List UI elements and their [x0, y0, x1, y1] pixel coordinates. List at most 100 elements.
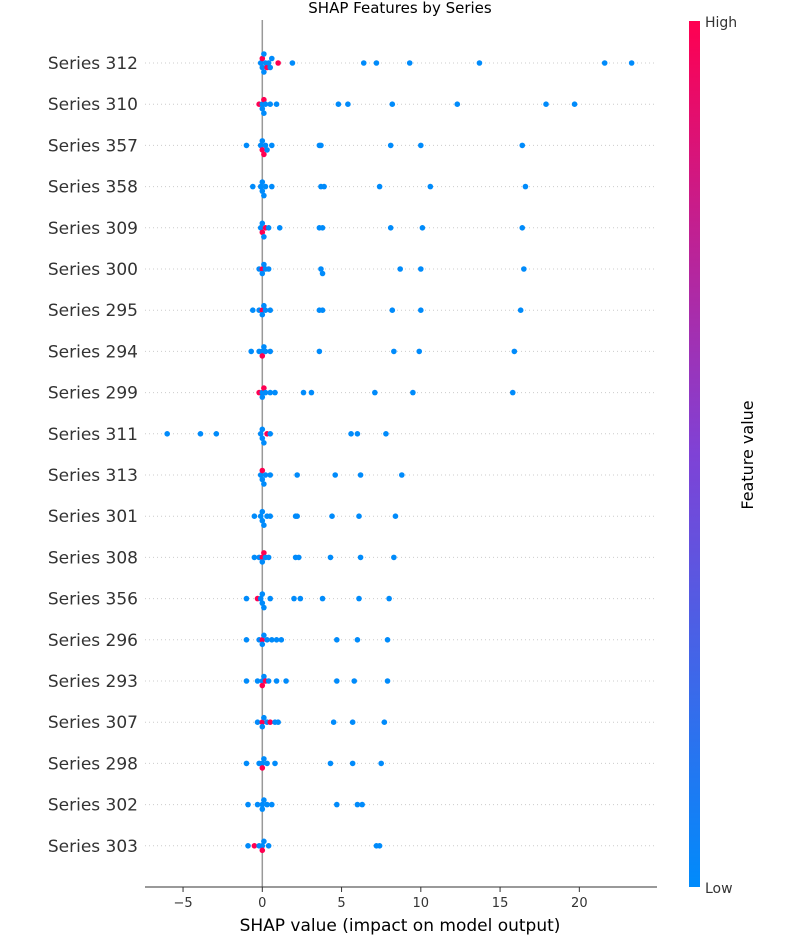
data-point [265, 843, 272, 849]
chart-title: SHAP Features by Series [308, 0, 492, 17]
data-point [272, 760, 278, 767]
data-point [259, 55, 266, 62]
data-point [264, 760, 270, 767]
data-point [278, 637, 285, 643]
data-point [259, 394, 266, 400]
data-point [283, 678, 289, 684]
data-point [254, 719, 261, 725]
data-point [261, 756, 267, 762]
data-point [319, 595, 326, 602]
data-point [349, 719, 356, 725]
data-point [259, 682, 266, 689]
data-point [249, 307, 256, 314]
data-point [418, 266, 424, 272]
data-point [308, 389, 315, 396]
data-point [262, 142, 269, 149]
data-point [267, 389, 274, 396]
data-point [381, 719, 388, 725]
data-point [386, 595, 392, 602]
row-label: Series 313 [48, 466, 138, 486]
data-point [330, 719, 337, 725]
x-tick-label: 15 [492, 896, 509, 911]
data-point [259, 806, 266, 812]
data-point [389, 101, 396, 107]
data-point [319, 270, 326, 277]
data-point [251, 513, 258, 519]
data-point [264, 637, 270, 643]
data-point [259, 188, 266, 194]
data-point [259, 311, 266, 318]
data-point [262, 307, 269, 314]
data-point [259, 220, 266, 227]
data-point [384, 637, 391, 643]
data-point [243, 637, 250, 643]
data-point [628, 60, 635, 66]
data-point [354, 801, 361, 808]
data-point [248, 348, 255, 355]
data-point [259, 637, 266, 643]
data-point [276, 225, 283, 231]
x-tick-label: 5 [337, 896, 345, 911]
data-point [454, 101, 461, 107]
data-point [262, 389, 269, 396]
data-point [321, 183, 327, 190]
data-point [334, 678, 340, 684]
data-point [259, 64, 266, 71]
data-point [245, 843, 251, 849]
data-point [251, 843, 258, 849]
data-point [261, 302, 267, 309]
data-point [275, 719, 281, 725]
data-point [511, 348, 518, 355]
data-point [319, 225, 326, 231]
data-point [261, 604, 267, 611]
data-point [257, 142, 264, 149]
data-point [267, 431, 274, 437]
x-axis-ticks: −5 0 5 10 15 20 [173, 887, 588, 911]
row-label: Series 296 [48, 631, 138, 651]
data-point [318, 142, 324, 149]
data-point [387, 142, 394, 149]
data-points [164, 51, 635, 854]
data-point [259, 467, 266, 474]
data-point [197, 431, 204, 437]
data-point [261, 550, 267, 556]
data-point [259, 147, 266, 153]
data-point [354, 637, 361, 643]
data-point [519, 142, 526, 149]
data-point [521, 266, 527, 272]
data-point [273, 637, 280, 643]
data-point [261, 673, 267, 680]
data-point [294, 513, 300, 519]
data-point [265, 678, 272, 684]
data-point [262, 183, 269, 190]
row-label: Series 310 [48, 95, 138, 115]
data-point [354, 431, 361, 437]
data-point [261, 522, 267, 528]
data-point [329, 513, 335, 519]
row-label: Series 308 [48, 548, 138, 568]
data-point [601, 60, 608, 66]
data-point [398, 472, 405, 478]
data-point [418, 142, 424, 149]
data-point [259, 517, 266, 524]
data-point [259, 559, 266, 565]
x-tick-label: 20 [571, 896, 588, 911]
data-point [269, 55, 275, 62]
data-point [522, 183, 529, 190]
colorbar [689, 21, 700, 887]
data-point [373, 60, 380, 66]
data-point [519, 225, 526, 231]
data-point [476, 60, 483, 66]
data-point [318, 266, 324, 272]
data-point [259, 138, 266, 144]
data-point [259, 760, 266, 767]
row-label: Series 301 [48, 507, 138, 527]
row-label: Series 309 [48, 219, 138, 239]
data-point [254, 801, 261, 808]
data-point [257, 513, 264, 519]
data-point [391, 348, 397, 355]
row-label: Series 300 [48, 260, 138, 280]
data-point [267, 307, 274, 314]
data-point [349, 760, 356, 767]
data-point [376, 183, 383, 190]
